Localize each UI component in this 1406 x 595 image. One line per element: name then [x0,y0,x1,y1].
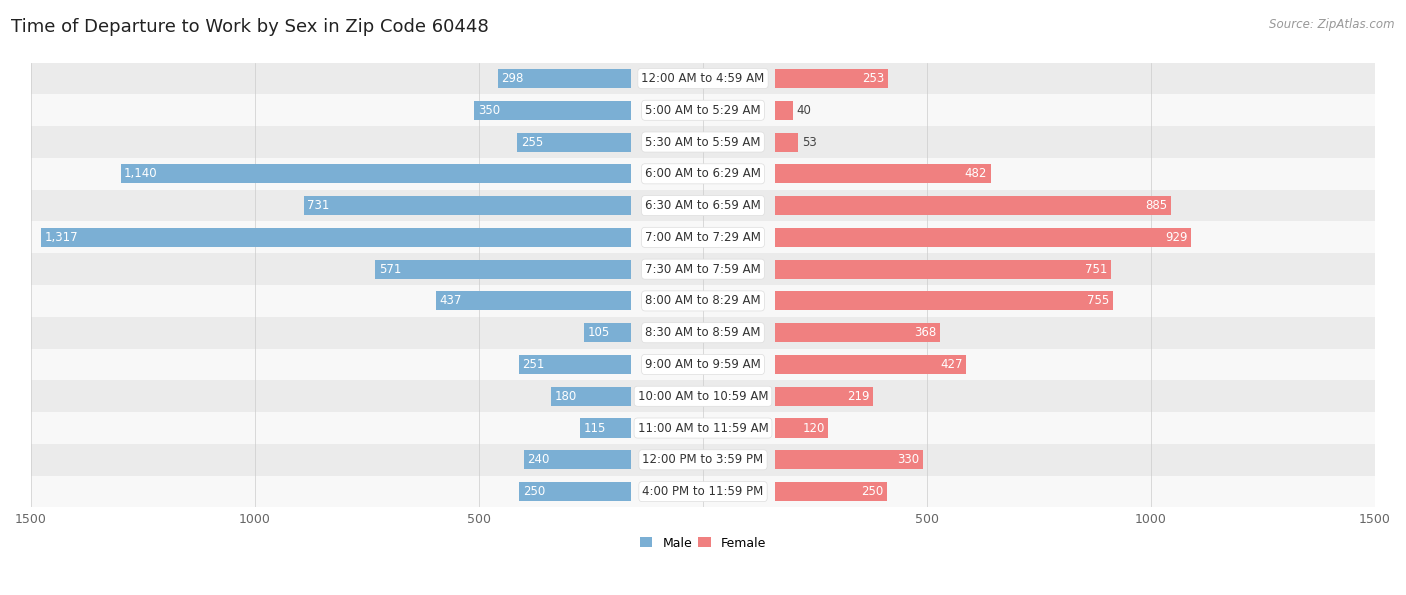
Bar [474,101,631,120]
Text: 9:00 AM to 9:59 AM: 9:00 AM to 9:59 AM [645,358,761,371]
Bar [31,317,1375,349]
Text: 929: 929 [1164,231,1187,244]
Text: 5:30 AM to 5:59 AM: 5:30 AM to 5:59 AM [645,136,761,149]
Bar [31,62,1375,95]
Bar [775,228,1191,247]
Bar [775,323,939,342]
Bar [775,196,1171,215]
Bar [775,387,873,406]
Text: 255: 255 [520,136,543,149]
Text: Time of Departure to Work by Sex in Zip Code 60448: Time of Departure to Work by Sex in Zip … [11,18,489,36]
Bar [585,323,631,342]
Text: 40: 40 [796,104,811,117]
Bar [775,259,1111,278]
Bar [436,292,631,311]
Text: 10:00 AM to 10:59 AM: 10:00 AM to 10:59 AM [638,390,768,403]
Bar [31,253,1375,285]
Text: Source: ZipAtlas.com: Source: ZipAtlas.com [1270,18,1395,31]
Text: 1,317: 1,317 [45,231,79,244]
Bar [775,450,922,469]
Bar [775,355,966,374]
Text: 251: 251 [523,358,544,371]
Bar [121,164,631,183]
Bar [31,285,1375,317]
Text: 437: 437 [439,295,461,308]
Text: 427: 427 [941,358,963,371]
Bar [775,164,991,183]
Text: 8:00 AM to 8:29 AM: 8:00 AM to 8:29 AM [645,295,761,308]
Bar [31,475,1375,508]
Text: 8:30 AM to 8:59 AM: 8:30 AM to 8:59 AM [645,326,761,339]
Text: 115: 115 [583,421,606,434]
Text: 5:00 AM to 5:29 AM: 5:00 AM to 5:29 AM [645,104,761,117]
Text: 120: 120 [803,421,825,434]
Bar [31,95,1375,126]
Bar [31,126,1375,158]
Bar [41,228,631,247]
Bar [524,450,631,469]
Text: 298: 298 [502,72,524,85]
Text: 368: 368 [914,326,936,339]
Bar [775,101,793,120]
Text: 330: 330 [897,453,920,466]
Bar [31,190,1375,221]
Bar [579,418,631,437]
Text: 12:00 PM to 3:59 PM: 12:00 PM to 3:59 PM [643,453,763,466]
Text: 885: 885 [1146,199,1167,212]
Bar [519,355,631,374]
Bar [551,387,631,406]
Text: 751: 751 [1085,262,1108,275]
Text: 6:00 AM to 6:29 AM: 6:00 AM to 6:29 AM [645,167,761,180]
Bar [775,292,1114,311]
Bar [31,412,1375,444]
Bar [31,158,1375,190]
Text: 731: 731 [308,199,330,212]
Text: 12:00 AM to 4:59 AM: 12:00 AM to 4:59 AM [641,72,765,85]
Text: 250: 250 [860,485,883,498]
Text: 180: 180 [554,390,576,403]
Text: 11:00 AM to 11:59 AM: 11:00 AM to 11:59 AM [638,421,768,434]
Bar [519,482,631,501]
Text: 7:30 AM to 7:59 AM: 7:30 AM to 7:59 AM [645,262,761,275]
Bar [31,349,1375,380]
Text: 6:30 AM to 6:59 AM: 6:30 AM to 6:59 AM [645,199,761,212]
Text: 571: 571 [380,262,402,275]
Text: 4:00 PM to 11:59 PM: 4:00 PM to 11:59 PM [643,485,763,498]
Bar [498,69,631,88]
Bar [517,133,631,152]
Bar [775,69,889,88]
Bar [31,221,1375,253]
Text: 7:00 AM to 7:29 AM: 7:00 AM to 7:29 AM [645,231,761,244]
Text: 482: 482 [965,167,987,180]
Bar [31,380,1375,412]
Text: 350: 350 [478,104,501,117]
Text: 53: 53 [801,136,817,149]
Bar [775,133,799,152]
Text: 219: 219 [846,390,869,403]
Text: 250: 250 [523,485,546,498]
Text: 240: 240 [527,453,550,466]
Bar [775,482,887,501]
Bar [775,418,828,437]
Bar [375,259,631,278]
Bar [31,444,1375,475]
Legend: Male, Female: Male, Female [636,531,770,555]
Text: 105: 105 [588,326,610,339]
Text: 755: 755 [1087,295,1109,308]
Text: 1,140: 1,140 [124,167,157,180]
Text: 253: 253 [862,72,884,85]
Bar [304,196,631,215]
